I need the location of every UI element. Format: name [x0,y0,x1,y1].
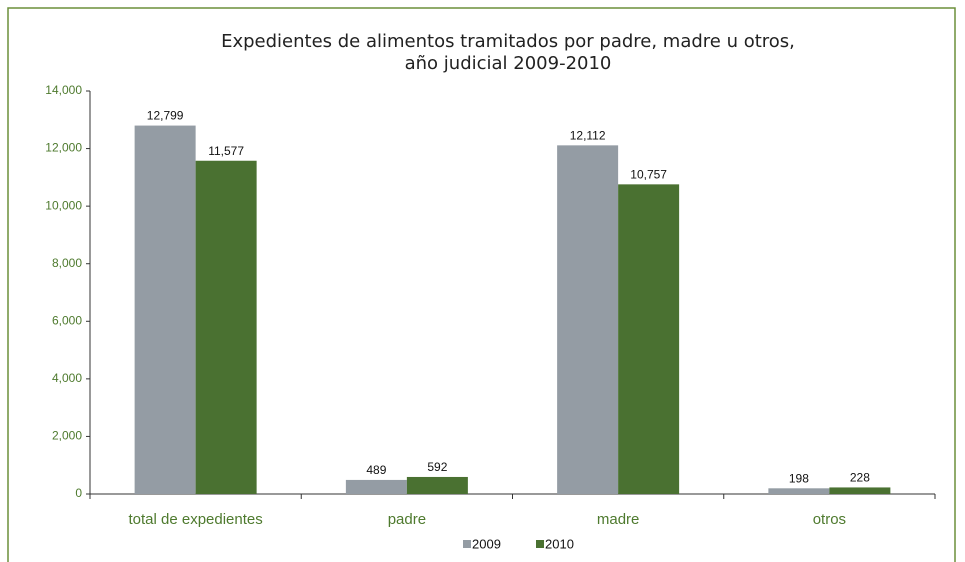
bar [195,160,257,494]
bar [134,125,196,494]
value-label: 198 [789,471,809,485]
x-tick-label: otros [813,511,846,528]
bar [618,184,680,495]
legend-label: 2009 [472,536,501,551]
y-tick-label: 8,000 [52,256,82,270]
value-label: 11,577 [208,144,244,158]
y-tick-label: 0 [75,486,82,500]
legend-swatch [536,540,544,548]
value-label: 12,799 [147,109,184,123]
value-label: 12,112 [570,129,606,143]
y-tick-label: 2,000 [52,429,82,443]
bar [768,488,830,494]
legend-swatch [463,540,471,548]
value-label: 592 [427,460,447,474]
bar [406,476,468,494]
y-tick-label: 4,000 [52,371,82,385]
chart-title: Expedientes de alimentos tramitados por … [221,31,795,52]
y-tick-label: 14,000 [45,83,82,97]
legend-label: 2010 [545,536,574,551]
bar [557,145,619,495]
y-tick-label: 6,000 [52,313,82,327]
x-tick-label: padre [388,511,426,528]
x-tick-label: madre [597,511,640,528]
x-tick-label: total de expedientes [128,511,262,528]
y-tick-label: 12,000 [45,141,82,155]
value-label: 10,757 [630,168,667,182]
bar [345,479,407,494]
value-label: 228 [850,471,870,485]
value-label: 489 [366,463,386,477]
chart-title: año judicial 2009-2010 [405,53,612,74]
bar [829,487,891,494]
y-tick-label: 10,000 [45,198,82,212]
